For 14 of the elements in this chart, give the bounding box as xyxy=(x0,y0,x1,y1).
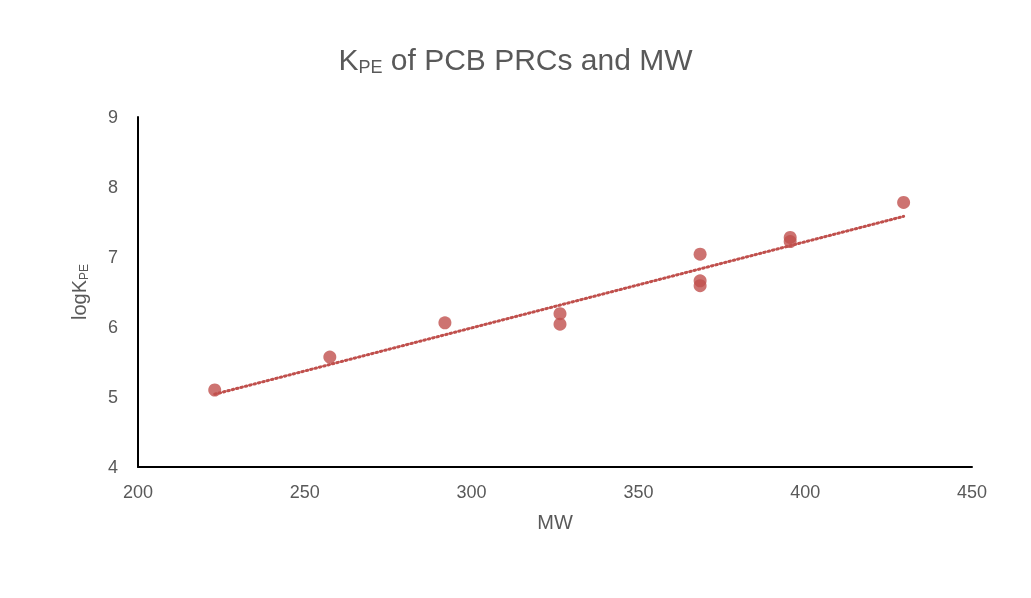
x-tick-label: 250 xyxy=(289,482,320,502)
x-tick-label: 300 xyxy=(456,482,487,502)
x-tick-label: 200 xyxy=(122,482,154,502)
x-tick-label: 450 xyxy=(956,482,988,502)
x-tick-label: 400 xyxy=(790,482,821,502)
y-tick-label: 5 xyxy=(107,387,118,407)
y-tick-label: 4 xyxy=(107,457,118,477)
y-tick-label: 9 xyxy=(107,107,118,127)
y-tick-label: 6 xyxy=(107,317,118,337)
y-tick-label: 8 xyxy=(107,177,118,197)
y-axis-title: logKPE xyxy=(68,263,91,321)
y-tick-label: 7 xyxy=(107,247,118,267)
x-tick-label: 350 xyxy=(623,482,654,502)
x-axis-title: MW xyxy=(537,511,573,533)
